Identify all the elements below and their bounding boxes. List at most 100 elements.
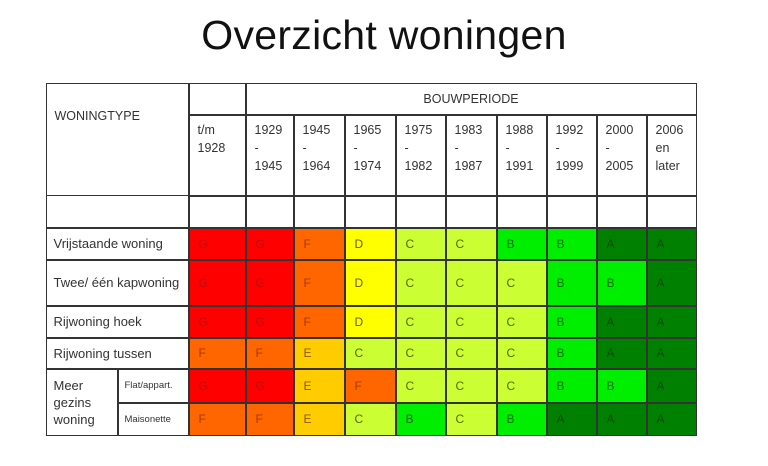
period-line: 2000 [605,122,634,137]
period-line: - [254,140,259,155]
energy-rating-cell: A [646,305,697,338]
spacer-cell [546,195,597,228]
period-line: - [404,140,409,155]
period-line: 1964 [302,158,331,173]
energy-rating-cell: C [496,305,547,338]
energy-rating-cell: C [445,305,497,338]
energy-rating-cell: C [395,368,446,403]
period-header: t/m 1928 [188,114,246,196]
energy-rating-cell: D [344,305,396,338]
energy-rating-cell: B [496,402,547,436]
energy-rating-cell: E [293,368,345,403]
spacer-cell [245,195,294,228]
period-line: 1988 [505,122,534,137]
period-line: 1999 [555,158,584,173]
period-header: 1929 - 1945 [245,114,294,196]
period-line: 1974 [353,158,382,173]
period-line: 1987 [454,158,483,173]
period-header: 1988 - 1991 [496,114,547,196]
period-line: 1928 [197,140,226,155]
period-header: 1983 - 1987 [445,114,497,196]
energy-rating-cell: F [245,402,294,436]
spacer-cell [188,195,246,228]
spacer-cell [344,195,396,228]
energy-rating-cell: G [245,259,294,306]
period-line: - [505,140,510,155]
energy-rating-cell: A [646,402,697,436]
energy-rating-cell: F [293,227,345,260]
energy-rating-cell: A [646,337,697,369]
period-line: 1965 [353,122,382,137]
energy-rating-cell: F [245,337,294,369]
bouwperiode-header: BOUWPERIODE [245,82,697,115]
energy-rating-cell: A [646,368,697,403]
spacer-cell [293,195,345,228]
row-label: Rijwoning hoek [45,305,189,338]
energy-rating-cell: C [445,402,497,436]
energy-rating-cell: E [293,337,345,369]
spacer-cell [445,195,497,228]
energy-rating-cell: C [395,259,446,306]
energy-rating-cell: C [395,227,446,260]
page-title: Overzicht woningen [201,12,567,58]
energy-rating-cell: G [188,368,246,403]
energy-rating-cell: C [395,305,446,338]
period-line: t/m [197,122,215,137]
spacer-cell [395,195,446,228]
energy-rating-cell: C [496,337,547,369]
energy-rating-cell: C [395,337,446,369]
energy-rating-cell: A [596,305,647,338]
period-line: 2006 [655,122,684,137]
energy-rating-cell: B [395,402,446,436]
period-line: en [655,140,670,155]
energy-rating-cell: B [546,337,597,369]
energy-rating-cell: B [596,368,647,403]
energy-rating-cell: D [344,259,396,306]
sub-row-label: Flat/appart. [117,368,189,403]
energy-rating-cell: C [445,337,497,369]
energy-rating-cell: B [546,227,597,260]
energy-rating-cell: F [188,402,246,436]
group-label-meer-gezins-woning: Meer gezins woning [45,368,118,436]
energy-rating-cell: G [188,227,246,260]
period-line: 1975 [404,122,433,137]
period-header: 1965 - 1974 [344,114,396,196]
energy-rating-cell: F [293,305,345,338]
period-line: 1945 [254,158,283,173]
header-blank [188,82,246,115]
energy-label-table: WONINGTYPE BOUWPERIODE t/m 1928 1929-1945 194… [45,82,697,436]
energy-rating-cell: B [596,259,647,306]
period-line: - [302,140,307,155]
energy-rating-cell: C [445,227,497,260]
spacer-cell [45,195,189,228]
spacer-cell [596,195,647,228]
energy-rating-cell: D [344,227,396,260]
period-header: 1975 - 1982 [395,114,446,196]
period-line: 1929 [254,122,283,137]
energy-rating-cell: G [188,305,246,338]
period-line: later [655,158,680,173]
spacer-cell [496,195,547,228]
energy-rating-cell: G [188,259,246,306]
period-line: 1945 [302,122,331,137]
energy-rating-cell: B [546,259,597,306]
energy-rating-cell: F [344,368,396,403]
energy-rating-cell: B [546,368,597,403]
energy-rating-cell: G [245,368,294,403]
period-header: 1945 - 1964 [293,114,345,196]
energy-rating-cell: A [596,337,647,369]
energy-rating-cell: B [496,227,547,260]
energy-rating-cell: E [293,402,345,436]
energy-rating-cell: G [245,305,294,338]
energy-rating-cell: B [546,305,597,338]
energy-rating-cell: C [445,259,497,306]
energy-rating-cell: C [344,402,396,436]
energy-rating-cell: A [646,227,697,260]
period-line: - [353,140,358,155]
energy-rating-cell: A [596,227,647,260]
sub-row-label: Maisonette [117,402,189,436]
period-line: 1992 [555,122,584,137]
woningtype-header: WONINGTYPE [45,82,189,196]
period-line: 1982 [404,158,433,173]
period-line: 2005 [605,158,634,173]
